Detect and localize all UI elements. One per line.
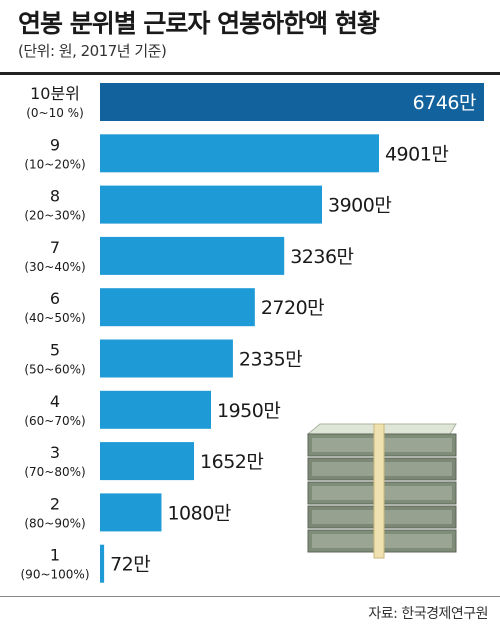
value-label: 6746만 <box>413 92 476 114</box>
category-range-label: (60~70%) <box>24 414 85 428</box>
category-range-label: (0~10 %) <box>26 106 84 120</box>
category-label: 2 <box>50 494 60 513</box>
bar <box>100 236 285 275</box>
bar <box>100 134 379 173</box>
category-range-label: (30~40%) <box>24 260 85 274</box>
value-label: 3236만 <box>290 246 353 268</box>
top-rule <box>0 72 500 75</box>
source-note: 자료: 한국경제연구원 <box>368 606 488 622</box>
category-label: 4 <box>50 392 60 411</box>
value-label: 72만 <box>110 554 150 576</box>
bar <box>100 442 195 481</box>
category-label: 5 <box>50 341 60 360</box>
value-label: 3900만 <box>328 195 391 217</box>
value-label: 2720만 <box>261 297 324 319</box>
value-label: 1080만 <box>167 502 230 524</box>
category-label: 3 <box>50 443 60 462</box>
bar <box>100 493 162 532</box>
category-range-label: (80~90%) <box>24 516 85 530</box>
category-label: 8 <box>50 187 60 206</box>
value-label: 4901만 <box>385 143 448 165</box>
category-range-label: (40~50%) <box>24 311 85 325</box>
bar <box>100 390 211 429</box>
bar <box>100 83 484 121</box>
category-label: 6 <box>50 289 60 308</box>
chart-subtitle: (단위: 원, 2017년 기준) <box>18 42 167 60</box>
category-label: 9 <box>50 135 60 154</box>
bar <box>100 288 255 327</box>
category-range-label: (70~80%) <box>24 465 85 479</box>
chart-title: 연봉 분위별 근로자 연봉하한액 현황 <box>18 9 380 38</box>
value-label: 2335만 <box>239 349 302 371</box>
value-label: 1950만 <box>217 400 280 422</box>
money-band <box>373 423 385 559</box>
value-label: 1652만 <box>200 451 263 473</box>
category-label: 10분위 <box>30 84 80 103</box>
category-label: 1 <box>50 546 60 565</box>
category-range-label: (20~30%) <box>24 209 85 223</box>
bar <box>100 185 322 224</box>
category-range-label: (90~100%) <box>21 568 90 582</box>
bottom-rule <box>0 596 500 597</box>
bar <box>100 339 233 378</box>
category-range-label: (10~20%) <box>24 157 85 171</box>
money-stack-illustration <box>306 423 457 559</box>
category-range-label: (50~60%) <box>24 363 85 377</box>
bar <box>100 544 105 583</box>
category-label: 7 <box>50 238 60 257</box>
